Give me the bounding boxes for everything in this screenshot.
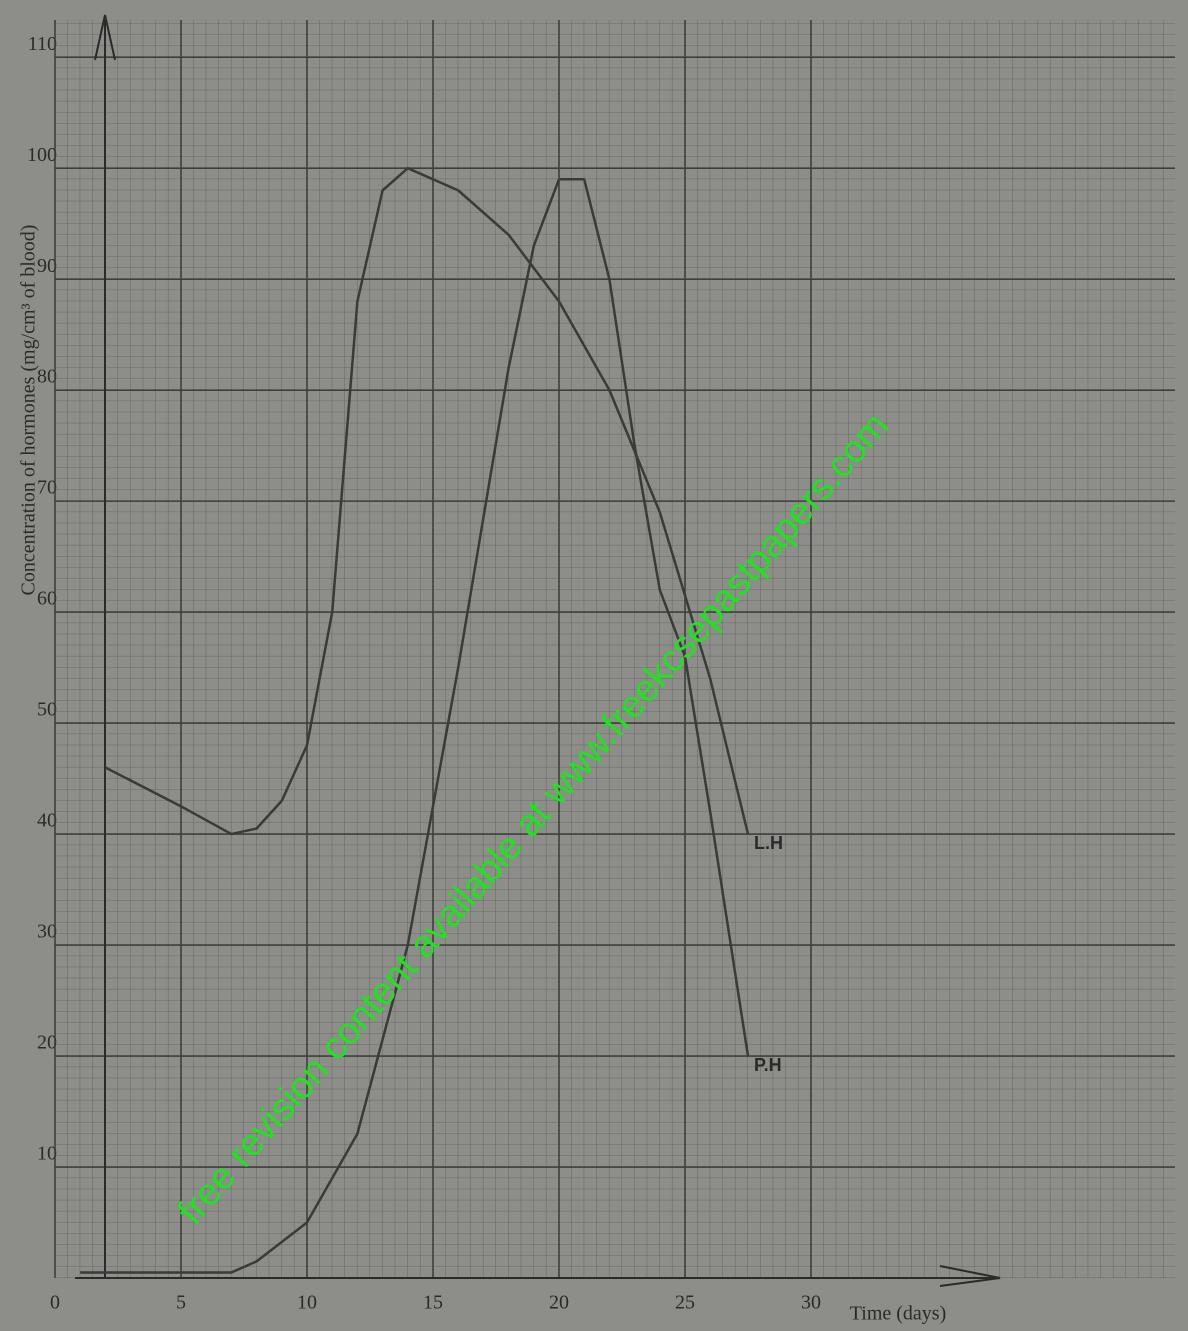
y-tick-label: 40: [37, 810, 57, 832]
minor-grid: [55, 20, 1175, 1278]
x-tick-label: 20: [549, 1292, 569, 1314]
y-tick-label: 60: [37, 588, 57, 610]
y-axis-label: Concentration of hormones (mg/cm³ of blo…: [18, 225, 40, 596]
y-tick-label: 90: [37, 255, 57, 277]
series-label: L.H: [754, 833, 783, 853]
y-tick-label: 10: [37, 1143, 57, 1165]
chart: 10 20 30 40 50 60 70 80 90 100 110 0 5 10 15 20 25 30 L.H P…: [0, 0, 1188, 1331]
x-tick-label: 10: [297, 1292, 317, 1314]
y-tick-label: 50: [37, 699, 57, 721]
x-tick-label: 25: [675, 1292, 695, 1314]
x-tick-label: 30: [801, 1292, 821, 1314]
x-tick-label: 5: [176, 1292, 186, 1314]
x-tick-label: 0: [50, 1292, 60, 1314]
y-tick-label: 110: [28, 33, 57, 55]
y-tick-label: 80: [37, 366, 57, 388]
y-tick-label: 70: [37, 477, 57, 499]
y-tick-label: 20: [37, 1032, 57, 1054]
series-label: P.H: [754, 1055, 782, 1075]
x-tick-label: 15: [423, 1292, 443, 1314]
y-tick-label: 100: [27, 144, 57, 166]
x-axis-label: Time (days): [850, 1303, 946, 1325]
y-tick-label: 30: [37, 921, 57, 943]
